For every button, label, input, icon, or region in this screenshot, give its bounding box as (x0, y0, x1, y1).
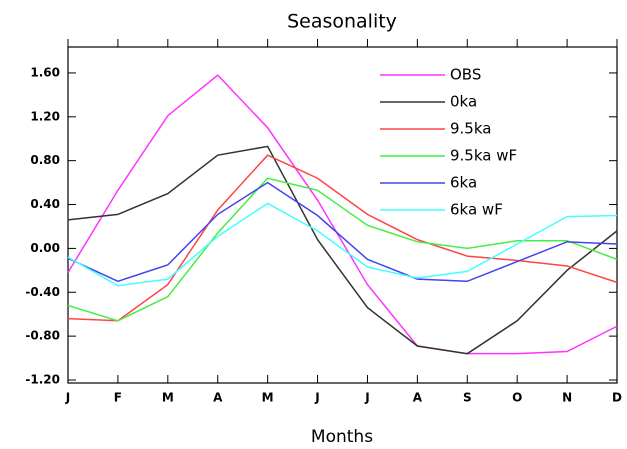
y-tick-label: 1.20 (30, 109, 60, 123)
y-tick-label: 0.80 (30, 153, 60, 167)
x-tick-label: O (512, 391, 522, 405)
y-tick-label: 0.40 (30, 197, 60, 211)
series-line (67, 154, 618, 322)
legend-label: 6ka (450, 174, 477, 192)
legend-label: 0ka (450, 93, 477, 111)
series-line (67, 145, 618, 355)
x-tick-label: N (562, 391, 572, 405)
series-line (67, 177, 618, 322)
x-tick-label: M (162, 391, 174, 405)
y-tick-label: -0.80 (25, 329, 60, 343)
x-tick-label: A (413, 391, 423, 405)
legend-label: 9.5ka (450, 120, 491, 138)
x-tick-label: M (262, 391, 274, 405)
series-line (67, 202, 618, 287)
x-tick-label: D (612, 391, 622, 405)
legend-label: 6ka wF (450, 201, 503, 219)
x-tick-label: J (314, 391, 319, 405)
legend-label: OBS (450, 66, 481, 84)
legend-label: 9.5ka wF (450, 147, 517, 165)
x-tick-label: S (463, 391, 472, 405)
y-tick-label: -0.40 (25, 285, 60, 299)
x-tick-label: F (114, 391, 122, 405)
x-tick-label: A (213, 391, 223, 405)
y-tick-label: 0.00 (30, 241, 60, 255)
plot-frame (67, 46, 618, 384)
y-tick-label: 1.60 (30, 65, 60, 79)
series-line (67, 181, 618, 283)
series-line (67, 74, 618, 355)
x-axis-label: Months (311, 427, 373, 447)
x-tick-label: J (364, 391, 369, 405)
y-tick-label: -1.20 (25, 373, 60, 387)
x-tick-label: J (65, 391, 70, 405)
chart-title: Seasonality (287, 11, 397, 33)
